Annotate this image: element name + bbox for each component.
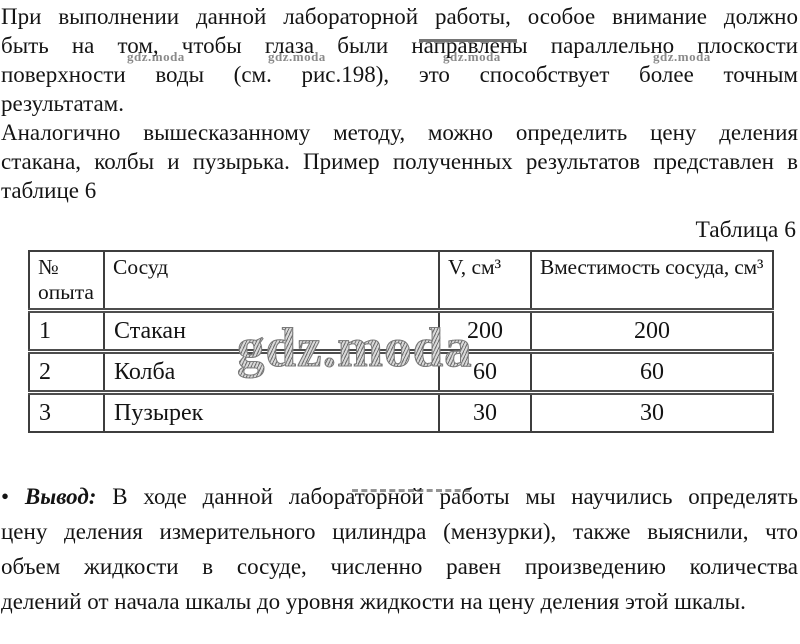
header-capacity: Вместимость сосуда, см³ <box>530 250 774 312</box>
text-line: При выполнении данной лабораторной работ… <box>1 4 798 29</box>
watermark-large: gdz.moda <box>237 317 473 378</box>
watermark-small: gdz.moda <box>653 49 711 64</box>
text-line: • Вывод: В ходе данной лабораторной рабо… <box>1 479 798 514</box>
header-experiment-number: № опыта <box>28 250 105 312</box>
watermark-small: gdz.moda <box>268 49 326 64</box>
cell-capacity: 200 <box>530 308 774 353</box>
paragraph-intro: При выполнении данной лабораторной работ… <box>1 2 798 118</box>
cell-vessel: Колба <box>103 349 440 394</box>
watermark-artifact-line <box>352 489 470 492</box>
cell-capacity: 60 <box>530 349 774 394</box>
text-line: поверхности воды (см. рис.198), это спос… <box>1 62 798 87</box>
header-volume: V, см³ <box>438 250 532 312</box>
cell-experiment-number: 2 <box>28 349 105 394</box>
paragraph-conclusion: • Вывод: В ходе данной лабораторной рабо… <box>1 479 798 619</box>
text-line: делений от начала шкалы до уровня жидкос… <box>1 589 746 614</box>
header-vessel: Сосуд <box>103 250 440 312</box>
watermark-small: gdz.moda <box>127 49 185 64</box>
table-caption: Таблица 6 <box>695 217 796 243</box>
cell-volume: 60 <box>438 349 532 394</box>
watermark-artifact-line <box>419 39 517 42</box>
bullet: • <box>1 484 10 509</box>
table-row: 1 Стакан 200 200 <box>28 308 774 353</box>
results-table: № опыта Сосуд V, см³ Вместимость сосуда,… <box>28 250 774 433</box>
table-row: 3 Пузырек 30 30 <box>28 390 774 433</box>
conclusion-label: Вывод: <box>24 484 97 509</box>
text-line: стакана, колбы и пузырька. Пример получе… <box>1 149 798 174</box>
table-header-row: № опыта Сосуд V, см³ Вместимость сосуда,… <box>28 250 774 312</box>
cell-volume: 30 <box>438 390 532 433</box>
cell-experiment-number: 1 <box>28 308 105 353</box>
text-line: Аналогично вышесказанному методу, можно … <box>1 120 798 145</box>
conclusion-line1: В ходе данной лабораторной работы мы нау… <box>112 484 799 509</box>
text-line: быть на том, чтобы глаза были направлены… <box>1 33 798 58</box>
cell-volume: 200 <box>438 308 532 353</box>
table-row: 2 Колба 60 60 <box>28 349 774 394</box>
text-line: цену деления измерительного цилиндра (ме… <box>1 519 798 544</box>
cell-experiment-number: 3 <box>28 390 105 433</box>
watermark-small: gdz.moda <box>443 49 501 64</box>
text-line: объем жидкости в сосуде, численно равен … <box>1 554 798 579</box>
cell-vessel: Пузырек <box>103 390 440 433</box>
text-line: таблице 6 <box>1 178 97 203</box>
cell-capacity: 30 <box>530 390 774 433</box>
cell-vessel: Стакан <box>103 308 440 353</box>
paragraph-method: Аналогично вышесказанному методу, можно … <box>1 118 798 205</box>
intro-and-method-text: При выполнении данной лабораторной работ… <box>1 2 798 205</box>
text-line: результатам. <box>1 91 124 116</box>
